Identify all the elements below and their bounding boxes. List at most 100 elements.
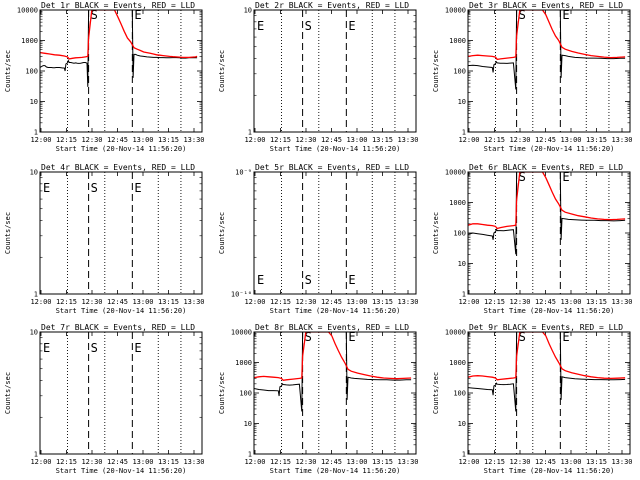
x-tick-label: 12:30: [81, 458, 102, 466]
x-tick-label: 12:00: [30, 298, 51, 306]
x-tick-label: 13:15: [586, 136, 607, 144]
marker-label-s: S: [519, 8, 526, 22]
x-tick-label: 12:15: [270, 458, 291, 466]
x-tick-label: 12:45: [535, 458, 556, 466]
x-tick-label: 12:30: [295, 458, 316, 466]
x-tick-label: 13:00: [132, 298, 153, 306]
y-tick-label: 10: [244, 420, 252, 428]
x-tick-label: 12:30: [295, 298, 316, 306]
y-tick-label: 10⁻¹⁰: [231, 291, 252, 299]
marker-label-e: E: [43, 341, 50, 355]
chart-title: Det 8r BLACK = Events, RED = LLD: [255, 323, 409, 332]
chart-title: Det 5r BLACK = Events, RED = LLD: [255, 163, 409, 172]
marker-label-e: E: [257, 19, 264, 33]
y-tick-label: 1: [34, 451, 38, 459]
y-tick-label: 1000: [449, 199, 466, 207]
y-tick-label: 100: [25, 68, 38, 76]
y-tick-label: 10: [244, 7, 252, 15]
x-axis-label: Start Time (20-Nov-14 11:56:20): [270, 307, 401, 315]
chart-title: Det 7r BLACK = Events, RED = LLD: [41, 323, 195, 332]
x-tick-label: 13:30: [397, 136, 418, 144]
marker-label-e: E: [134, 341, 141, 355]
y-tick-label: 10: [30, 169, 38, 177]
chart-title: Det 1r BLACK = Events, RED = LLD: [41, 1, 195, 10]
x-tick-label: 13:30: [183, 458, 204, 466]
y-axis-label: Counts/sec: [218, 212, 226, 254]
marker-label-e: E: [257, 273, 264, 287]
x-tick-label: 12:45: [107, 458, 128, 466]
series-line-lld: [254, 332, 412, 381]
y-tick-label: 1: [34, 291, 38, 299]
marker-label-e: E: [43, 181, 50, 195]
marker-label-s: S: [91, 8, 98, 22]
x-tick-label: 12:00: [30, 136, 51, 144]
chart-panel-5: Det 5r BLACK = Events, RED = LLD Counts/s…: [218, 163, 419, 315]
y-axis-label: Counts/sec: [432, 50, 440, 92]
x-tick-label: 12:15: [56, 136, 77, 144]
y-tick-label: 100: [453, 390, 466, 398]
y-tick-label: 10000: [231, 329, 252, 337]
x-axis-label: Start Time (20-Nov-14 11:56:20): [56, 145, 187, 153]
plot-frame: [467, 9, 631, 133]
x-tick-label: 12:30: [81, 298, 102, 306]
plot-frame: [467, 331, 631, 455]
x-tick-label: 12:15: [56, 298, 77, 306]
x-tick-label: 12:00: [244, 458, 265, 466]
y-tick-label: 10000: [17, 7, 38, 15]
marker-label-s: S: [305, 273, 312, 287]
marker-label-e: E: [134, 181, 141, 195]
marker-label-e: E: [562, 170, 569, 184]
x-tick-label: 12:30: [509, 136, 530, 144]
x-tick-label: 13:15: [586, 458, 607, 466]
y-tick-label: 10000: [445, 7, 466, 15]
marker-label-e: E: [562, 8, 569, 22]
x-axis-label: Start Time (20-Nov-14 11:56:20): [484, 145, 615, 153]
y-tick-label: 1000: [235, 359, 252, 367]
marker-label-e: E: [348, 273, 355, 287]
x-tick-label: 12:00: [244, 136, 265, 144]
y-tick-label: 1: [462, 451, 466, 459]
marker-label-s: S: [91, 341, 98, 355]
chart-title: Det 4r BLACK = Events, RED = LLD: [41, 163, 195, 172]
y-tick-label: 1: [248, 451, 252, 459]
x-tick-label: 13:30: [397, 298, 418, 306]
x-tick-label: 12:45: [321, 136, 342, 144]
y-tick-label: 100: [453, 230, 466, 238]
marker-label-e: E: [562, 330, 569, 344]
x-tick-label: 13:15: [372, 136, 393, 144]
marker-label-s: S: [305, 19, 312, 33]
y-axis-label: Counts/sec: [4, 212, 12, 254]
y-tick-label: 1000: [21, 37, 38, 45]
x-tick-label: 13:15: [372, 458, 393, 466]
x-axis-label: Start Time (20-Nov-14 11:56:20): [270, 145, 401, 153]
chart-panel-7: Det 7r BLACK = Events, RED = LLD Counts/s…: [4, 323, 205, 475]
y-tick-label: 1000: [449, 37, 466, 45]
series-line-lld: [468, 172, 626, 230]
x-tick-label: 13:30: [397, 458, 418, 466]
plot-frame: [253, 331, 417, 455]
y-tick-label: 1: [34, 129, 38, 137]
y-tick-label: 10: [30, 98, 38, 106]
x-tick-label: 12:00: [244, 298, 265, 306]
x-tick-label: 13:00: [560, 458, 581, 466]
x-tick-label: 12:45: [535, 298, 556, 306]
y-tick-label: 10: [30, 329, 38, 337]
x-tick-label: 12:00: [458, 136, 479, 144]
chart-panel-2: Det 2r BLACK = Events, RED = LLD Counts/s…: [218, 1, 419, 153]
x-tick-label: 13:15: [158, 458, 179, 466]
chart-title: Det 9r BLACK = Events, RED = LLD: [469, 323, 623, 332]
x-tick-label: 12:15: [270, 136, 291, 144]
y-axis-label: Counts/sec: [432, 212, 440, 254]
x-tick-label: 12:45: [107, 136, 128, 144]
y-tick-label: 1000: [449, 359, 466, 367]
plot-frame: [39, 171, 203, 295]
series-line-events: [468, 10, 626, 90]
x-tick-label: 12:45: [107, 298, 128, 306]
series-line-events: [468, 332, 626, 412]
x-tick-label: 12:45: [321, 458, 342, 466]
plot-frame: [253, 171, 417, 295]
x-tick-label: 13:30: [611, 458, 632, 466]
series-line-events: [254, 332, 412, 412]
x-tick-label: 13:00: [132, 458, 153, 466]
y-tick-label: 1: [462, 129, 466, 137]
